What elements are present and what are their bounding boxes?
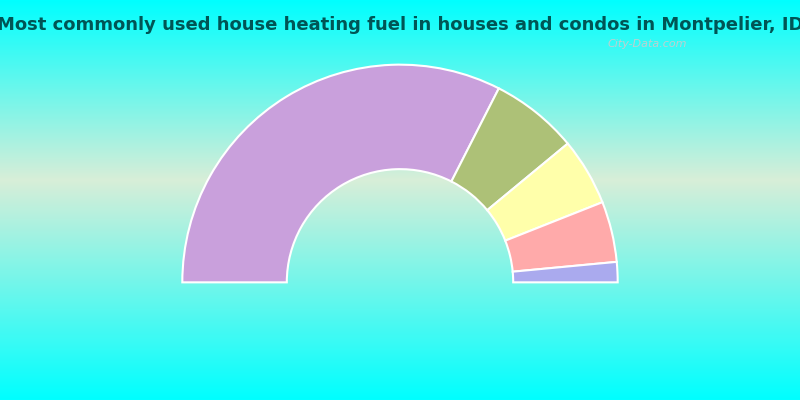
Wedge shape [182, 65, 499, 282]
Wedge shape [513, 262, 618, 282]
Wedge shape [451, 88, 568, 210]
Text: Most commonly used house heating fuel in houses and condos in Montpelier, ID: Most commonly used house heating fuel in… [0, 16, 800, 34]
Wedge shape [506, 202, 617, 272]
Legend: Utility gas, Electricity, Wood, Bottled, tank, or LP gas, Other fuel: Utility gas, Electricity, Wood, Bottled,… [105, 397, 695, 400]
Wedge shape [487, 144, 602, 241]
Text: City-Data.com: City-Data.com [608, 38, 687, 48]
